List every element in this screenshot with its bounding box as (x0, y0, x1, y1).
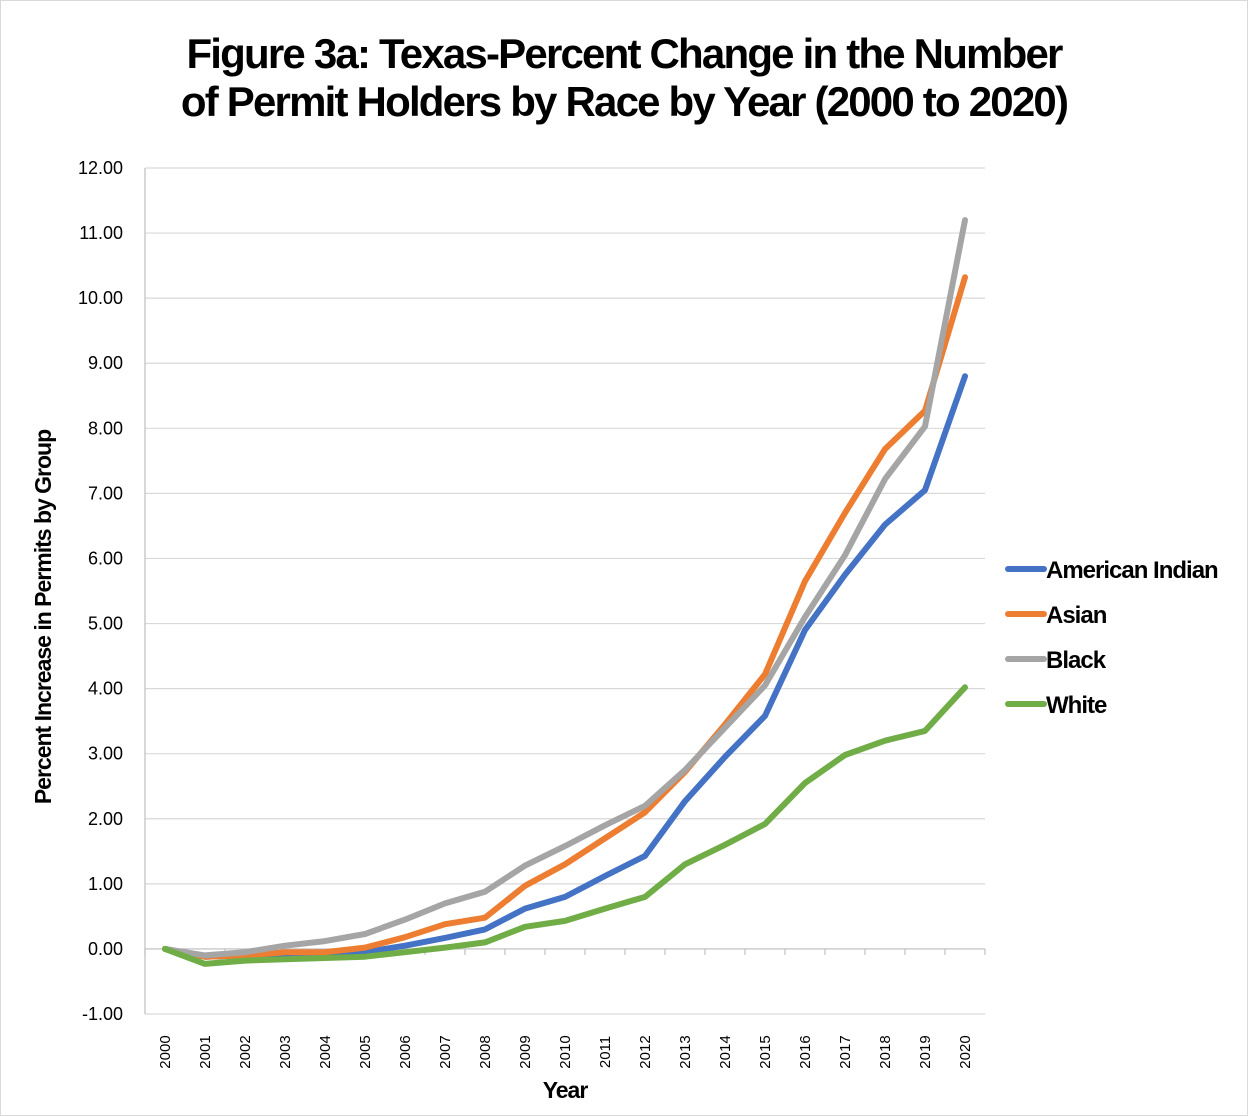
y-tick-label: 9.00 (88, 353, 123, 373)
y-tick-label: 6.00 (88, 548, 123, 568)
y-tick-label: 0.00 (88, 939, 123, 959)
x-tick-label: 2017 (837, 1035, 854, 1068)
x-tick-label: 2000 (157, 1035, 174, 1068)
y-tick-label: 3.00 (88, 744, 123, 764)
x-tick-label: 2015 (757, 1035, 774, 1068)
y-tick-label: 5.00 (88, 614, 123, 634)
x-tick-label: 2009 (517, 1035, 534, 1068)
chart-title-line-2: of Permit Holders by Race by Year (2000 … (180, 78, 1069, 125)
y-tick-label: 12.00 (78, 158, 123, 178)
x-tick-label: 2020 (957, 1035, 974, 1068)
series-line-asian (162, 274, 968, 960)
y-tick-label: 7.00 (88, 483, 123, 503)
x-tick-label: 2013 (677, 1035, 694, 1068)
x-axis-title: Year (543, 1077, 589, 1103)
series-line-american-indian (162, 373, 968, 960)
y-axis-title: Percent Increase in Permits by Group (30, 429, 56, 804)
x-tick-label: 2001 (197, 1035, 214, 1068)
x-tick-label: 2018 (877, 1035, 894, 1068)
legend-label-black: Black (1046, 647, 1107, 674)
x-tick-label: 2019 (917, 1035, 934, 1068)
x-tick-label: 2006 (397, 1035, 414, 1068)
y-tick-label: 4.00 (88, 679, 123, 699)
x-axis-ticks: 2000 2001 2002 2003 2004 2005 2006 2007 2008 2009… (157, 1035, 974, 1068)
x-tick-label: 2002 (237, 1035, 254, 1068)
y-tick-label: 1.00 (88, 874, 123, 894)
x-tick-label: 2008 (477, 1035, 494, 1068)
x-tick-label: 2007 (437, 1035, 454, 1068)
series-line-white (162, 684, 968, 967)
x-tick-label: 2012 (637, 1035, 654, 1068)
series-lines (162, 217, 968, 967)
y-tick-label: 11.00 (79, 223, 123, 243)
x-tick-label: 2005 (357, 1035, 374, 1068)
y-tick-label: 10.00 (78, 288, 123, 308)
x-tick-label: 2011 (597, 1036, 614, 1068)
legend: American Indian Asian Black White (1005, 557, 1219, 719)
x-tick-label: 2004 (317, 1035, 334, 1068)
x-tick-label: 2014 (717, 1035, 734, 1068)
y-tick-label: 2.00 (88, 809, 123, 829)
series-line-black (162, 217, 968, 959)
legend-label-asian: Asian (1046, 602, 1107, 629)
y-axis-ticks: -1.00 0.00 1.00 2.00 3.00 4.00 5.00 6.00 7.00 8.0… (78, 158, 123, 1024)
legend-label-american-indian: American Indian (1046, 557, 1218, 584)
x-tick-label: 2010 (557, 1035, 574, 1068)
chart-title: Figure 3a: Texas-Percent Change in the N… (0, 30, 1248, 126)
y-tick-label: -1.00 (82, 1004, 123, 1024)
x-tick-label: 2016 (797, 1035, 814, 1068)
y-tick-label: 8.00 (88, 418, 123, 438)
axes (144, 168, 986, 1014)
legend-label-white: White (1046, 692, 1107, 719)
gridlines (145, 167, 985, 1015)
x-tick-label: 2003 (277, 1035, 294, 1068)
chart-title-line-1: Figure 3a: Texas-Percent Change in the N… (186, 30, 1063, 77)
